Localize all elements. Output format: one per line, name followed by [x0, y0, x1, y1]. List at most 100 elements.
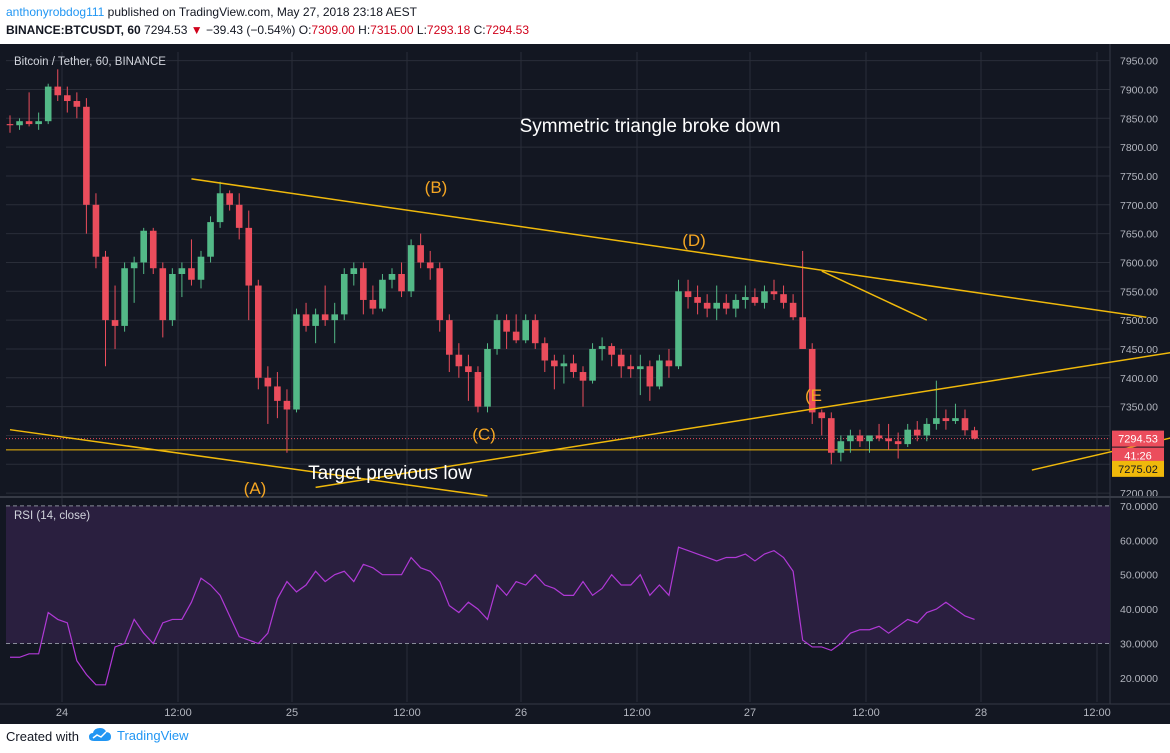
candle-body	[130, 262, 138, 269]
price-axis-label: 7450.00	[1120, 344, 1158, 356]
candle-body	[417, 245, 424, 263]
chart-area[interactable]: 24 12:00 25 12:00 26 12:00 27 12:00 28 12:00 7950.…	[0, 44, 1170, 724]
candle-body	[169, 274, 176, 321]
price-axis-label: 7850.00	[1120, 113, 1158, 125]
candle-body	[598, 346, 606, 349]
candle-body	[16, 121, 23, 126]
price-axis-label: 7700.00	[1120, 200, 1158, 212]
candle-body	[92, 204, 100, 257]
price-axis-label: 7550.00	[1120, 286, 1158, 298]
down-arrow-icon: ▼	[190, 23, 203, 37]
publish-info: anthonyrobdog111 published on TradingVie…	[6, 5, 417, 19]
candle-body	[398, 274, 405, 292]
candle-body	[608, 346, 615, 355]
tradingview-brand[interactable]: TradingView	[88, 727, 189, 743]
high-value: 7315.00	[370, 23, 414, 37]
last-price: 7294.53	[144, 23, 188, 37]
candle-body	[369, 299, 377, 309]
candle-body	[617, 354, 625, 367]
time-axis-label: 24	[56, 707, 68, 719]
chart-header: anthonyrobdog111 published on TradingVie…	[0, 0, 1170, 44]
rsi-axis-label: 60.0000	[1120, 535, 1158, 547]
candle-body	[942, 418, 950, 422]
author-link[interactable]: anthonyrobdog111	[6, 5, 105, 19]
candle-body	[656, 360, 663, 387]
candle-body	[360, 268, 367, 300]
created-with-label: Created with	[6, 729, 79, 744]
open-value: 7309.00	[311, 23, 355, 37]
high-label: H:	[358, 23, 371, 37]
time-axis-label: 25	[286, 707, 298, 719]
candle-body	[216, 193, 224, 223]
candle-body	[531, 320, 539, 344]
price-axis-label: 7950.00	[1120, 56, 1158, 68]
candle-body	[589, 348, 596, 381]
candle-body	[923, 423, 931, 436]
price-tag-label: 41:26	[1124, 451, 1152, 463]
candle-body	[541, 343, 549, 361]
candle-body	[207, 222, 214, 257]
price-tag	[1112, 430, 1164, 447]
candle-body	[551, 360, 558, 367]
trendline-D-wedge	[821, 270, 928, 321]
candle-body	[627, 366, 635, 370]
candle-body	[703, 302, 711, 309]
time-axis-label: 26	[515, 707, 527, 719]
close-value: 7294.53	[485, 23, 530, 37]
price-axis-label: 7350.00	[1120, 402, 1158, 414]
candle-body	[245, 227, 253, 286]
chart-canvas[interactable]: 24 12:00 25 12:00 26 12:00 27 12:00 28 12:00 7950.…	[0, 44, 1170, 724]
candle-body	[512, 331, 520, 341]
symbol-label: BINANCE:BTCUSDT, 60	[6, 23, 141, 37]
price-axis-label: 7900.00	[1120, 84, 1158, 96]
candle-body	[722, 302, 730, 309]
candle-body	[579, 372, 587, 381]
candle-body	[283, 400, 291, 410]
ohlc-info: BINANCE:BTCUSDT, 60 7294.53 ▼ −39.43 (−0…	[6, 23, 529, 37]
annotation-wave-a: (A)	[244, 479, 267, 498]
trendline-base-line	[9, 428, 488, 497]
candle-body	[780, 294, 787, 303]
price-axis-label: 7800.00	[1120, 142, 1158, 154]
candle-body	[751, 297, 759, 303]
annotation-wave-b: (B)	[425, 178, 448, 197]
candle-body	[808, 348, 816, 413]
candle-body	[25, 121, 33, 125]
time-axis-label: 28	[975, 707, 987, 719]
candle-body	[312, 314, 319, 326]
open-label: O:	[298, 23, 312, 37]
candle-body	[665, 360, 673, 367]
annotation-target-text: Target previous low	[308, 463, 472, 484]
time-axis-label: 12:00	[164, 707, 192, 719]
candle-body	[474, 372, 482, 407]
rsi-title: RSI (14, close)	[14, 510, 90, 522]
candle-body	[646, 366, 654, 387]
candle-body	[789, 302, 797, 318]
trendline-lower-triangle	[315, 352, 1170, 489]
candle-body	[274, 386, 281, 401]
candle-body	[293, 314, 300, 410]
candle-body	[484, 348, 491, 407]
candle-body	[302, 314, 310, 326]
candle-body	[140, 230, 147, 263]
candle-body	[522, 320, 529, 341]
rsi-axis-label: 70.0000	[1120, 501, 1158, 513]
candle-body	[875, 435, 883, 439]
candle-body	[952, 418, 959, 422]
rsi-axis-label: 50.0000	[1120, 570, 1158, 582]
candle-body	[894, 441, 902, 445]
candle-body	[761, 291, 768, 303]
candle-body	[818, 412, 826, 419]
tradingview-label: TradingView	[117, 727, 189, 743]
candle-body	[455, 354, 463, 367]
annotation-wave-e: (E	[805, 386, 822, 405]
candle-body	[235, 204, 243, 228]
time-axis-label: 12:00	[852, 707, 880, 719]
time-axis-label: 27	[744, 707, 756, 719]
annotation-wave-c: (C)	[472, 425, 496, 444]
candle-body	[83, 106, 90, 205]
price-tag-label: 7275.02	[1118, 464, 1158, 476]
candle-body	[350, 268, 358, 274]
rsi-axis-label: 20.0000	[1120, 673, 1158, 685]
price-axis-label: 7750.00	[1120, 171, 1158, 183]
